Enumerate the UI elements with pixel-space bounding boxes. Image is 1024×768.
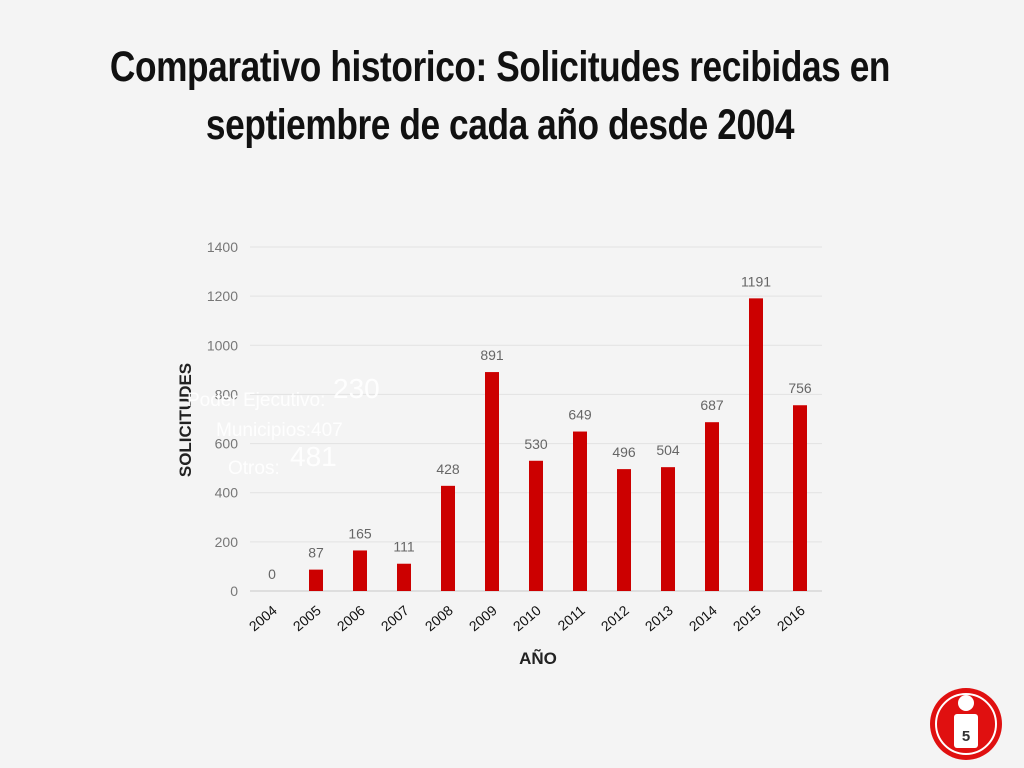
x-tick-label-2006: 2006 bbox=[334, 602, 368, 634]
data-label-2007: 111 bbox=[393, 539, 414, 555]
bar-2012 bbox=[617, 469, 631, 591]
data-label-2012: 496 bbox=[612, 444, 636, 460]
data-label-2014: 687 bbox=[700, 397, 724, 413]
bar-2009 bbox=[485, 372, 499, 591]
bar-2007 bbox=[397, 563, 411, 591]
data-label-2008: 428 bbox=[436, 461, 460, 477]
bar-2005 bbox=[309, 569, 323, 591]
x-tick-label-2007: 2007 bbox=[378, 602, 412, 634]
y-tick-label: 800 bbox=[215, 386, 239, 402]
overlay-municipios-label: Municipios:407 bbox=[216, 420, 343, 441]
info-logo-badge: 5 bbox=[930, 688, 1002, 760]
overlay-poder-label: Poder Ejecutivo: bbox=[187, 390, 326, 411]
title-line-1: Comparativo historico: Solicitudes recib… bbox=[109, 43, 891, 91]
data-label-2010: 530 bbox=[524, 436, 548, 452]
overlay-otros-value: 481 bbox=[290, 441, 337, 472]
data-label-2004: 0 bbox=[268, 566, 276, 582]
bar-2008 bbox=[441, 485, 455, 591]
x-tick-label-2015: 2015 bbox=[730, 602, 764, 634]
data-label-2005: 87 bbox=[308, 545, 324, 561]
overlay-poder-value: 230 bbox=[333, 373, 380, 404]
data-label-2013: 504 bbox=[656, 442, 680, 458]
y-axis-title: SOLICITUDES bbox=[176, 363, 195, 477]
x-tick-label-2012: 2012 bbox=[598, 602, 632, 634]
bar-2011 bbox=[573, 431, 587, 591]
info-dot-icon bbox=[958, 695, 974, 711]
x-axis-title: AÑO bbox=[519, 648, 557, 668]
badge-ring bbox=[935, 693, 997, 755]
bar-2010 bbox=[529, 460, 543, 591]
bar-2015 bbox=[749, 298, 763, 591]
x-tick-label-2008: 2008 bbox=[422, 602, 456, 634]
page-title: Comparativo historico: Solicitudes recib… bbox=[90, 38, 910, 154]
overlay-otros-label: Otros: bbox=[228, 458, 280, 479]
y-tick-label: 200 bbox=[215, 534, 239, 550]
x-tick-label-2009: 2009 bbox=[466, 602, 500, 634]
bar-2016 bbox=[793, 405, 807, 591]
data-label-2009: 891 bbox=[480, 347, 504, 363]
y-tick-label: 400 bbox=[215, 485, 239, 501]
info-stem-icon bbox=[954, 714, 978, 748]
page-number: 5 bbox=[962, 728, 970, 745]
bar-2014 bbox=[705, 422, 719, 591]
x-tick-label-2005: 2005 bbox=[290, 602, 324, 634]
bar-2006 bbox=[353, 550, 367, 591]
data-label-2015: 1191 bbox=[741, 273, 771, 289]
bar-2013 bbox=[661, 467, 675, 591]
x-tick-label-2016: 2016 bbox=[774, 602, 808, 634]
y-tick-label: 600 bbox=[215, 436, 239, 452]
x-tick-label-2011: 2011 bbox=[555, 602, 589, 634]
x-tick-label-2014: 2014 bbox=[686, 602, 720, 634]
y-tick-label: 1000 bbox=[207, 337, 238, 353]
data-label-2006: 165 bbox=[348, 525, 372, 541]
x-tick-label-2013: 2013 bbox=[642, 602, 676, 634]
y-tick-label: 1200 bbox=[207, 288, 238, 304]
title-line-2: septiembre de cada año desde 2004 bbox=[205, 101, 795, 149]
y-tick-label: 0 bbox=[230, 583, 238, 599]
data-label-2011: 649 bbox=[568, 407, 592, 423]
x-tick-label-2010: 2010 bbox=[510, 602, 544, 634]
data-label-2016: 756 bbox=[788, 380, 812, 396]
y-tick-label: 1400 bbox=[207, 239, 238, 255]
x-tick-label-2004: 2004 bbox=[246, 602, 280, 634]
